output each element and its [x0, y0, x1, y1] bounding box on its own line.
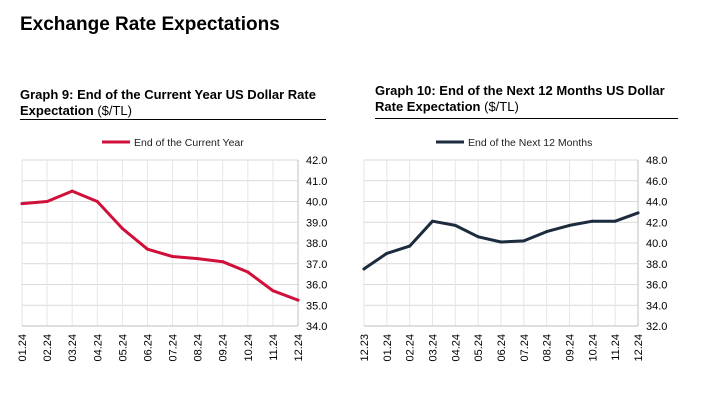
y-tick-label: 34.0: [646, 300, 667, 312]
x-tick-label: 12.24: [633, 334, 645, 362]
data-point: [476, 235, 480, 239]
data-point: [636, 211, 640, 215]
x-tick-label: 08.24: [542, 334, 554, 362]
data-point: [20, 202, 24, 206]
y-tick-label: 42.0: [306, 155, 327, 167]
graph-10-chart: 32.0 34.0 36.0 38.0 40.0 42.0 44.0 46.0 48.0 12.2…: [359, 137, 667, 362]
graph-10-title: Graph 10: End of the Next 12 Months US D…: [375, 83, 695, 115]
data-point: [120, 226, 124, 230]
x-tick-label: 05.24: [473, 334, 485, 362]
x-tick-label: 10.24: [587, 334, 599, 362]
graph-9-chart: 34.0 35.0 36.0 37.0 38.0 39.0 40.0 41.0 42.0 01.2…: [17, 137, 327, 362]
data-point: [296, 298, 300, 302]
y-tick-label: 38.0: [306, 238, 327, 250]
x-tick-label: 01.24: [382, 334, 394, 362]
y-tick-label: 37.0: [306, 259, 327, 271]
x-tick-label: 03.24: [428, 334, 440, 362]
data-point: [590, 219, 594, 223]
x-tick-label: 01.24: [17, 334, 29, 362]
data-point: [453, 223, 457, 227]
x-tick-label: 07.24: [519, 334, 531, 362]
legend-label: End of the Current Year: [134, 137, 244, 149]
x-tick-label: 07.24: [168, 334, 180, 362]
graph-10-rule: [375, 118, 678, 119]
data-point: [45, 200, 49, 203]
graph-9-title: Graph 9: End of the Current Year US Doll…: [20, 87, 340, 119]
y-tick-label: 32.0: [646, 321, 667, 333]
graph-10-unit: ($/TL): [484, 99, 519, 114]
x-tick-label: 04.24: [450, 334, 462, 362]
y-tick-label: 34.0: [306, 321, 327, 333]
graph-9-rule: [20, 119, 326, 120]
y-tick-label: 35.0: [306, 300, 327, 312]
y-tick-label: 41.0: [306, 176, 327, 188]
data-point: [568, 223, 571, 227]
data-point: [545, 230, 549, 234]
x-tick-label: 09.24: [218, 334, 230, 362]
graph-9-title-text: Graph 9: End of the Current Year US Doll…: [20, 87, 316, 118]
data-point: [171, 254, 175, 258]
x-tick-label: 10.24: [243, 334, 255, 362]
x-tick-label: 09.24: [565, 334, 577, 362]
x-tick-label: 04.24: [92, 334, 104, 362]
legend-label: End of the Next 12 Months: [468, 137, 592, 149]
y-tick-label: 40.0: [646, 238, 667, 250]
data-point: [431, 219, 434, 223]
y-tick-label: 38.0: [646, 259, 667, 271]
data-point: [271, 289, 275, 293]
data-point: [522, 239, 526, 243]
page-title: Exchange Rate Expectations: [20, 14, 280, 35]
x-tick-label: 11.24: [610, 334, 622, 361]
x-tick-label: 08.24: [193, 334, 205, 362]
x-tick-label: 06.24: [496, 334, 508, 362]
series-line: [20, 189, 300, 302]
data-point: [613, 219, 617, 223]
x-tick-label: 12.23: [359, 334, 371, 362]
data-point: [246, 270, 250, 274]
y-tick-label: 36.0: [646, 280, 667, 292]
x-tick-label: 02.24: [405, 334, 417, 362]
data-point: [145, 247, 149, 251]
data-point: [95, 200, 99, 203]
x-tick-label: 03.24: [67, 334, 79, 362]
x-tick-label: 02.24: [42, 334, 54, 362]
x-tick-label: 11.24: [268, 334, 280, 361]
y-tick-label: 39.0: [306, 217, 327, 229]
graph-10-title-text: Graph 10: End of the Next 12 Months US D…: [375, 83, 665, 114]
y-tick-label: 48.0: [646, 155, 667, 167]
graph-9-unit: ($/TL): [97, 103, 132, 118]
data-point: [385, 251, 389, 255]
y-tick-label: 46.0: [646, 176, 667, 188]
y-tick-label: 36.0: [306, 280, 327, 292]
data-point: [221, 260, 225, 264]
y-tick-label: 40.0: [306, 197, 327, 209]
data-point: [408, 244, 412, 248]
data-point: [196, 257, 200, 261]
data-point: [362, 267, 366, 271]
x-tick-label: 12.24: [293, 334, 305, 362]
data-point: [70, 189, 74, 193]
y-tick-label: 42.0: [646, 217, 667, 229]
data-point: [499, 240, 503, 244]
x-tick-label: 06.24: [142, 334, 154, 362]
y-tick-label: 44.0: [646, 197, 667, 209]
x-tick-label: 05.24: [117, 334, 129, 362]
